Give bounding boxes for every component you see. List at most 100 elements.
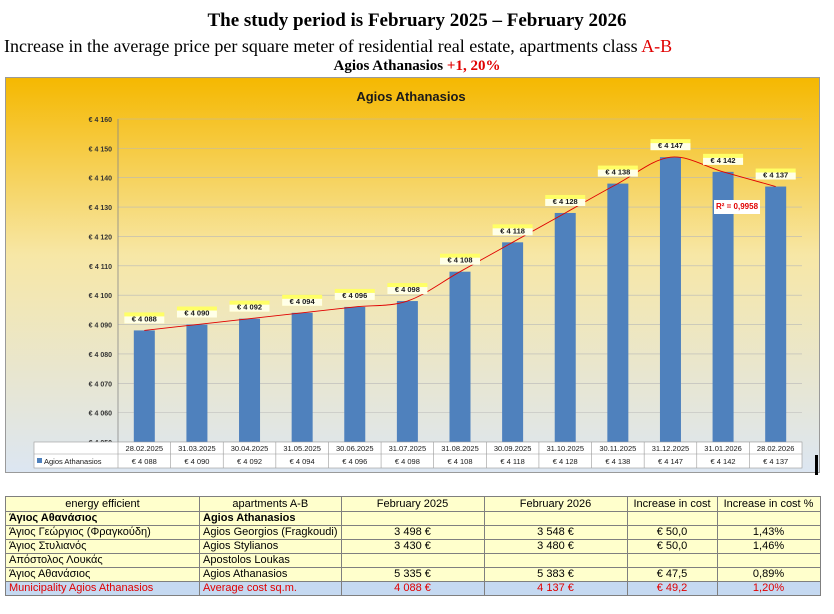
table-cell: Apostolos Loukas (199, 553, 342, 568)
data-label: € 4 090 (184, 309, 209, 318)
data-label: € 4 092 (237, 303, 262, 312)
table-cell: Άγιος Στυλιανός (5, 539, 200, 554)
bar-chart: Agios Athanasios € 4 050€ 4 060€ 4 070€ … (5, 77, 820, 473)
data-label-inner (334, 292, 375, 300)
bar (396, 301, 418, 442)
chart-container: Agios Athanasios € 4 050€ 4 060€ 4 070€ … (5, 77, 820, 473)
data-label-inner (650, 143, 691, 151)
y-tick-label: € 4 070 (89, 381, 112, 388)
table-value: € 4 096 (342, 457, 367, 466)
table-cell (626, 553, 718, 568)
cost-table: energy efficient apartments A-B February… (5, 496, 821, 596)
table-cell: 3 498 € (340, 525, 485, 540)
table-cell: Απόστολος Λουκάς (5, 553, 200, 568)
subtitle-class: A-B (641, 36, 673, 56)
x-category-label: 31.07.2025 (389, 444, 427, 453)
table-cell (483, 511, 628, 526)
table-cell (483, 553, 628, 568)
data-label: € 4 096 (342, 291, 367, 300)
x-category-label: 30.11.2025 (599, 444, 636, 453)
table-value: € 4 118 (500, 457, 524, 466)
table-header-row: energy efficient apartments A-B February… (5, 496, 821, 512)
header-cell: February 2025 (340, 496, 485, 512)
table-cell: 4 088 € (340, 581, 485, 596)
data-label-inner (703, 157, 744, 165)
table-value: € 4 088 (132, 457, 157, 466)
x-category-label: 31.12.2025 (652, 444, 690, 453)
bar (607, 183, 629, 442)
table-cell (716, 553, 821, 568)
y-tick-label: € 4 150 (89, 146, 112, 153)
table-cell: 1,46% (716, 539, 821, 554)
table-cell: € 50,0 (626, 525, 718, 540)
header-cell: apartments A-B (199, 496, 342, 512)
table-value: € 4 094 (290, 457, 315, 466)
x-category-label: 30.06.2025 (336, 444, 374, 453)
edge-marker (815, 455, 818, 475)
header-cell: energy efficient (5, 496, 200, 512)
table-value: € 4 138 (605, 457, 630, 466)
bar (449, 271, 471, 442)
y-tick-label: € 4 060 (89, 411, 112, 418)
table-row: Απόστολος Λουκάς Apostolos Loukas (5, 553, 821, 568)
table-value: € 4 137 (763, 457, 788, 466)
table-value: € 4 090 (184, 457, 209, 466)
data-label: € 4 118 (500, 226, 525, 235)
table-cell: 0,89% (716, 567, 821, 582)
table-value: € 4 092 (237, 457, 262, 466)
y-tick-label: € 4 130 (89, 205, 112, 212)
y-tick-label: € 4 090 (89, 323, 112, 330)
data-label-inner (597, 169, 638, 177)
data-label: € 4 137 (763, 171, 788, 180)
data-label: € 4 142 (711, 156, 736, 165)
area-heading: Agios Athanasios +1, 20% (0, 58, 834, 75)
y-tick-label: € 4 120 (89, 234, 112, 241)
data-label: € 4 088 (132, 314, 157, 323)
table-cell: Agios Athanasios (199, 511, 342, 526)
table-row: Άγιος Αθανάσιος Agios Athanasios 5 335 €… (5, 567, 821, 582)
table-cell (340, 511, 485, 526)
bar (554, 212, 576, 442)
table-cell: € 50,0 (626, 539, 718, 554)
r-squared-label: R² = 0,9958 (714, 200, 760, 214)
table-row-municipality: Municipality Agios Athanasios Average co… (5, 581, 821, 596)
y-tick-label: € 4 140 (89, 176, 112, 183)
header-cell: Increase in cost (626, 496, 718, 512)
bar (239, 318, 261, 442)
data-label: € 4 108 (447, 256, 472, 265)
table-cell: € 49,2 (626, 581, 718, 596)
x-category-label: 30.04.2025 (231, 444, 269, 453)
bar (712, 171, 734, 442)
page-title: The study period is February 2025 – Febr… (207, 10, 627, 31)
table-cell: 1,43% (716, 525, 821, 540)
y-tick-label: € 4 100 (89, 293, 112, 300)
data-label: € 4 098 (395, 285, 420, 294)
data-table-frame (33, 441, 803, 469)
table-cell: Agios Athanasios (199, 567, 342, 582)
data-label-inner (545, 198, 586, 206)
data-label-inner (229, 304, 270, 312)
header-cell: Increase in cost % (716, 496, 821, 512)
bar (659, 157, 681, 442)
y-tick-label: € 4 110 (89, 264, 112, 271)
table-cell: 5 383 € (483, 567, 628, 582)
data-label-inner (387, 287, 428, 295)
table-cell (340, 553, 485, 568)
table-cell: 3 480 € (483, 539, 628, 554)
table-cell: Agios Stylianos (199, 539, 342, 554)
data-label-inner (755, 172, 796, 180)
table-row: Άγιος Αθανάσιος Agios Athanasios (5, 511, 821, 526)
table-cell: 3 548 € (483, 525, 628, 540)
table-cell: Άγιος Αθανάσιος (5, 511, 200, 526)
bar (765, 186, 787, 442)
x-category-label: 31.05.2025 (283, 444, 321, 453)
data-label-inner (176, 310, 217, 318)
table-row: Άγιος Στυλιανός Agios Stylianos 3 430 € … (5, 539, 821, 554)
area-label: Agios Athanasios (333, 58, 447, 74)
bar (186, 324, 208, 442)
table-cell: Average cost sq.m. (199, 581, 342, 596)
table-value: € 4 108 (447, 457, 472, 466)
data-label-inner (282, 298, 323, 306)
table-value: € 4 098 (395, 457, 420, 466)
table-cell: Agios Georgios (Fragkoudi) (199, 525, 342, 540)
